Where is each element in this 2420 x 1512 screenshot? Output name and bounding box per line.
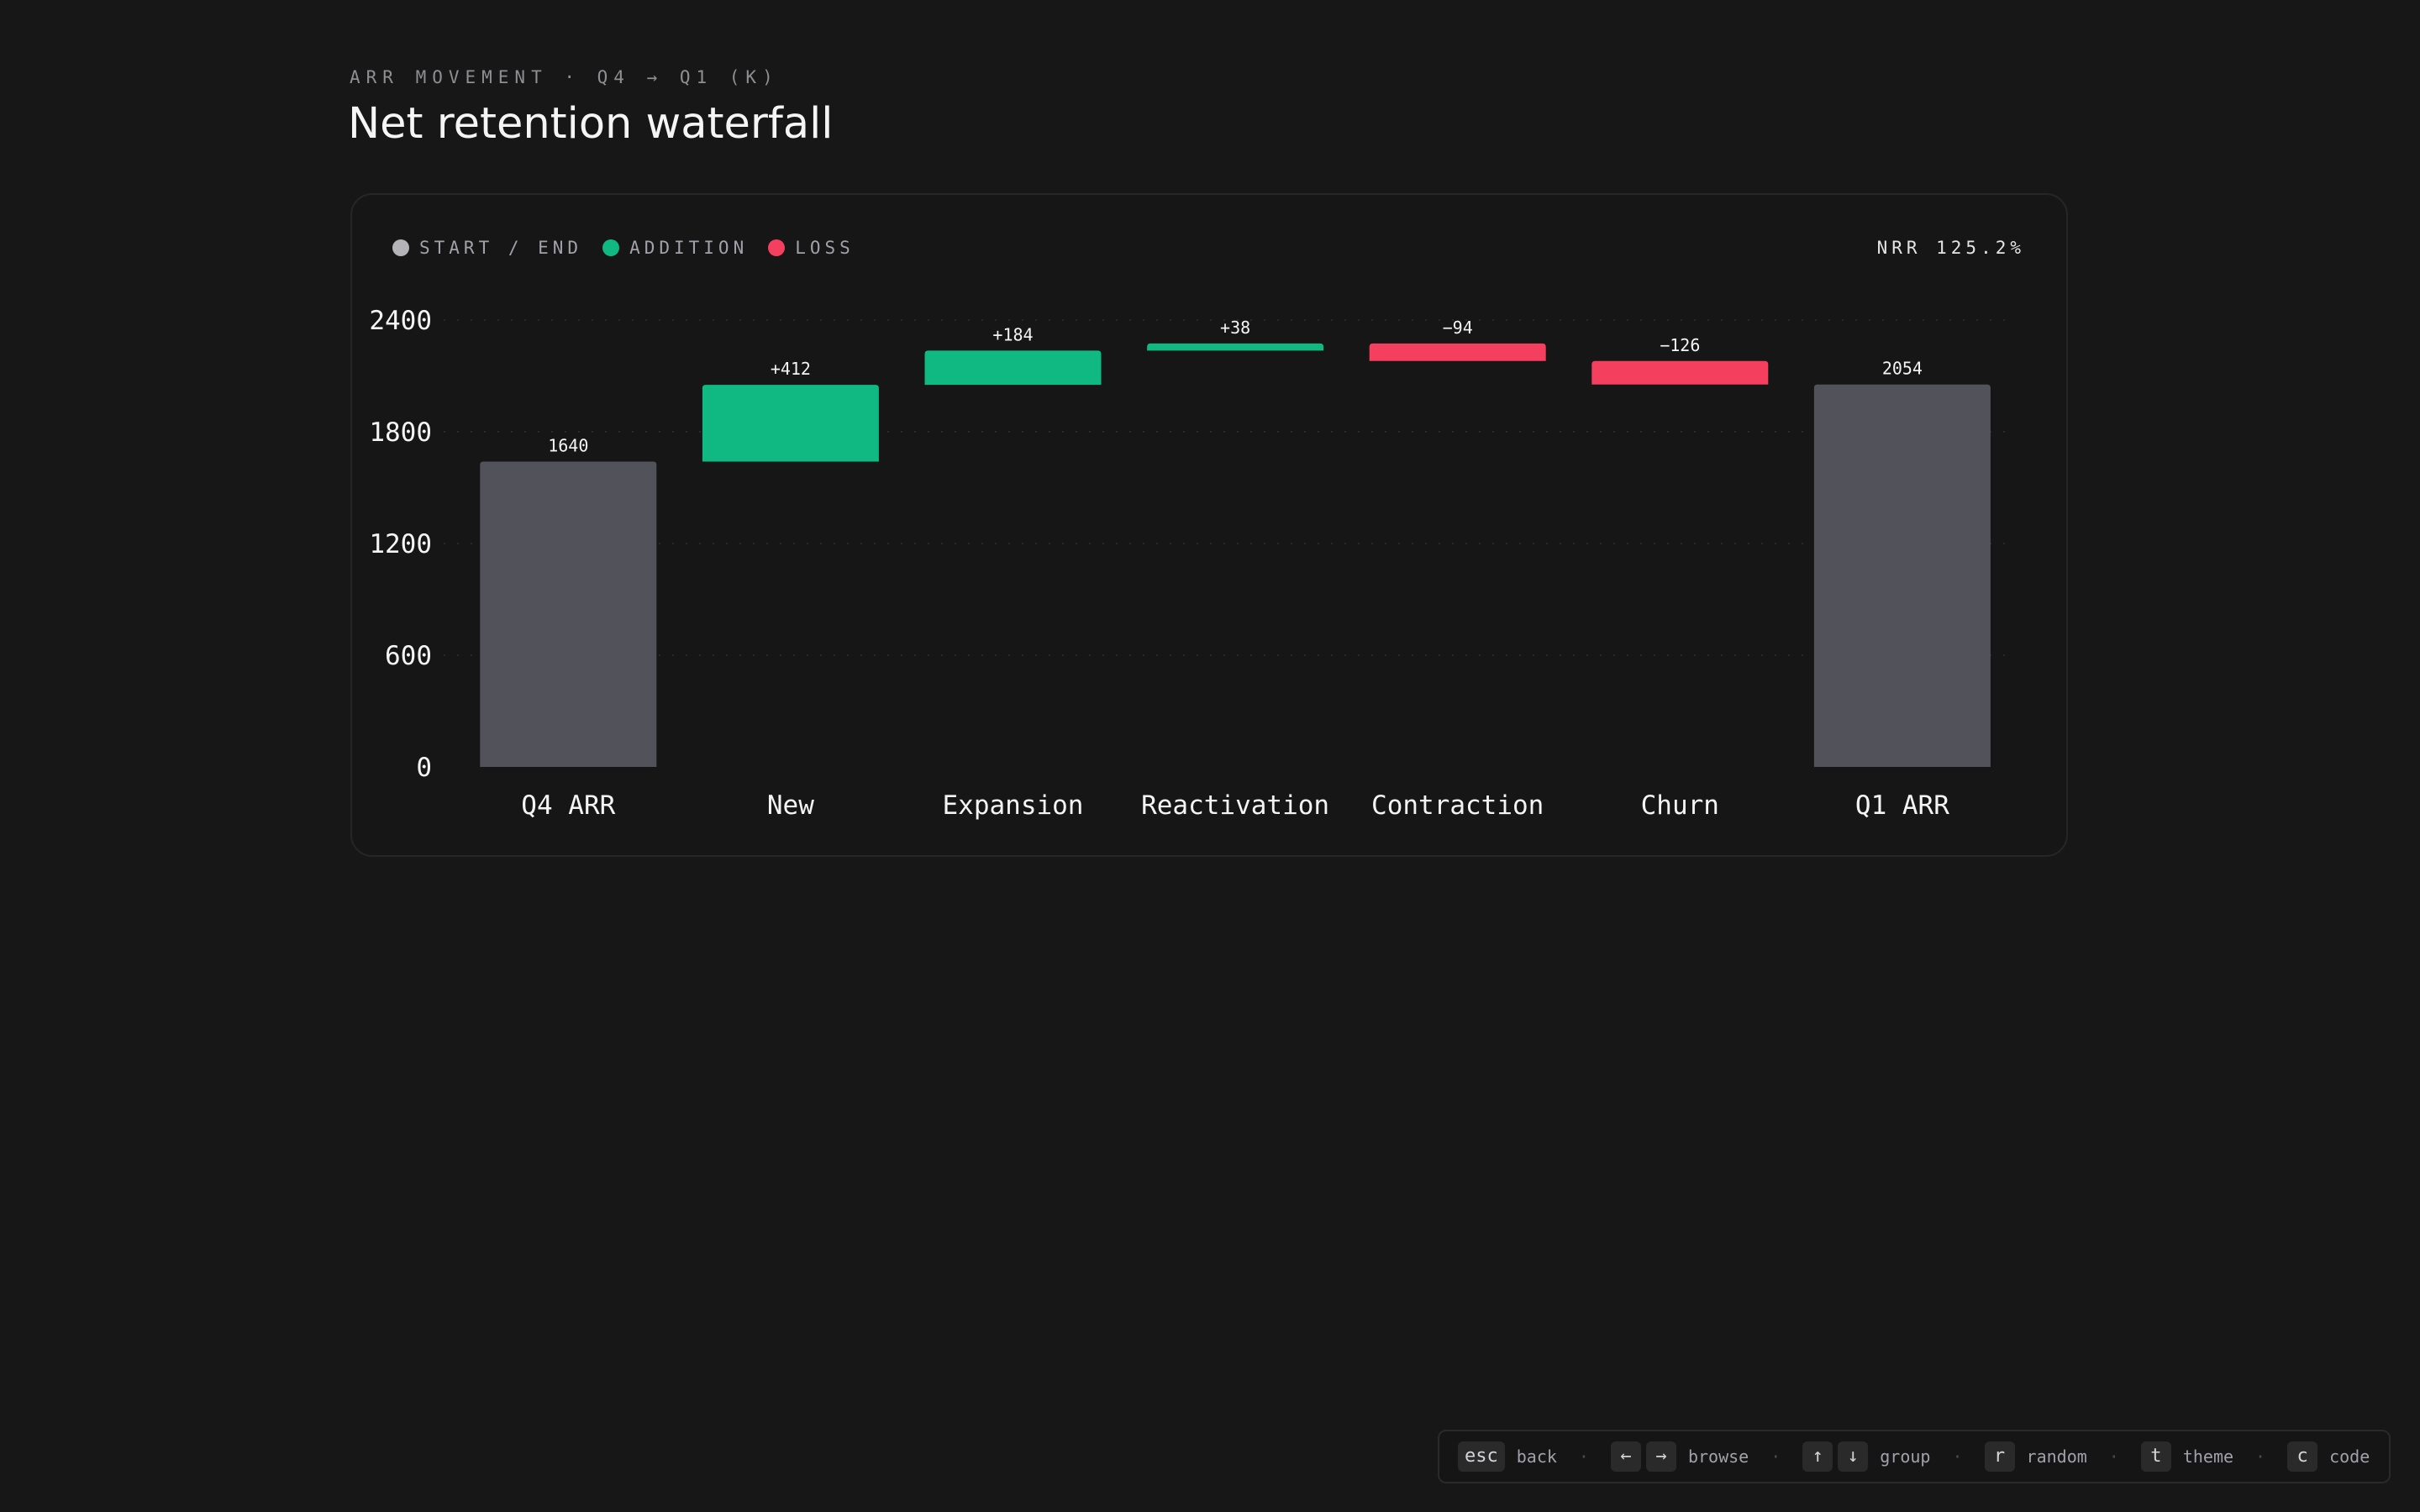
legend-label-start-end: START / END (419, 238, 583, 258)
key-arrow-right[interactable]: → (1645, 1441, 1676, 1472)
hint-separator: · (1770, 1446, 1781, 1467)
legend-label-loss: LOSS (795, 238, 855, 258)
x-tick-label-q1-arr: Q1 ARR (1855, 790, 1949, 821)
y-tick-label: 600 (385, 641, 432, 671)
x-tick-label-reactivation: Reactivation (1141, 790, 1329, 821)
bar-q1-arr (1813, 384, 1991, 767)
keyboard-hints-bar: esc back · ← → browse · ↑ ↓ group · r ra… (1438, 1430, 2391, 1483)
y-tick-label: 0 (416, 753, 432, 783)
hint-theme[interactable]: t theme (2140, 1441, 2234, 1472)
legend-swatch-start-end (392, 239, 409, 256)
bar-reactivation (1147, 343, 1324, 351)
y-tick-label: 2400 (369, 306, 432, 336)
hint-label-code: code (2329, 1446, 2370, 1467)
key-t[interactable]: t (2140, 1441, 2171, 1472)
chart-eyebrow: ARR MOVEMENT · Q4 → Q1 (K) (350, 67, 779, 87)
hint-label-random: random (2026, 1446, 2087, 1467)
x-tick-label-expansion: Expansion (943, 790, 1084, 821)
legend-label-addition: ADDITION (629, 238, 749, 258)
hint-separator: · (2255, 1446, 2266, 1467)
hint-label-browse: browse (1687, 1446, 1749, 1467)
hint-separator: · (1578, 1446, 1589, 1467)
key-c[interactable]: c (2287, 1441, 2318, 1472)
data-label-reactivation: +38 (1220, 318, 1250, 338)
page-title: Net retention waterfall (348, 99, 834, 149)
key-arrow-down[interactable]: ↓ (1838, 1441, 1869, 1472)
data-label-expansion: +184 (992, 324, 1033, 344)
legend-item-start-end: START / END (392, 238, 582, 258)
y-tick-label: 1200 (369, 529, 432, 559)
hint-separator: · (2108, 1446, 2119, 1467)
hint-group[interactable]: ↑ ↓ group (1802, 1441, 1930, 1472)
data-label-q4-arr: 1640 (548, 435, 588, 455)
hint-browse[interactable]: ← → browse (1610, 1441, 1749, 1472)
hint-code[interactable]: c code (2287, 1441, 2370, 1472)
chart-legend: START / END ADDITION LOSS (392, 235, 875, 260)
data-label-q1-arr: 2054 (1882, 359, 1923, 379)
key-arrow-up[interactable]: ↑ (1802, 1441, 1833, 1472)
x-tick-label-new: New (767, 790, 814, 821)
hint-label-back: back (1516, 1446, 1557, 1467)
hint-random[interactable]: r random (1984, 1441, 2087, 1472)
x-tick-label-q4-arr: Q4 ARR (521, 790, 615, 821)
legend-swatch-addition (602, 239, 620, 256)
hint-back[interactable]: esc back (1458, 1441, 1557, 1472)
legend-item-addition: ADDITION (602, 238, 748, 258)
hint-label-group: group (1880, 1446, 1931, 1467)
data-label-churn: −126 (1660, 335, 1700, 355)
x-tick-label-contraction: Contraction (1371, 790, 1544, 821)
hint-separator: · (1952, 1446, 1963, 1467)
bar-churn (1591, 360, 1769, 385)
bar-new (702, 385, 879, 462)
bar-expansion (924, 350, 1102, 386)
key-r[interactable]: r (1984, 1441, 2015, 1472)
y-tick-label: 1800 (369, 417, 432, 448)
hint-label-theme: theme (2182, 1446, 2234, 1467)
x-tick-label-churn: Churn (1641, 790, 1719, 821)
legend-swatch-loss (768, 239, 786, 256)
data-label-new: +412 (771, 359, 811, 379)
data-label-contraction: −94 (1443, 318, 1473, 338)
key-esc[interactable]: esc (1458, 1441, 1505, 1472)
bar-contraction (1369, 343, 1546, 361)
bar-q4-arr (480, 461, 657, 767)
legend-item-loss: LOSS (768, 238, 855, 258)
key-arrow-left[interactable]: ← (1610, 1441, 1641, 1472)
nrr-readout: NRR 125.2% (1876, 238, 2025, 258)
